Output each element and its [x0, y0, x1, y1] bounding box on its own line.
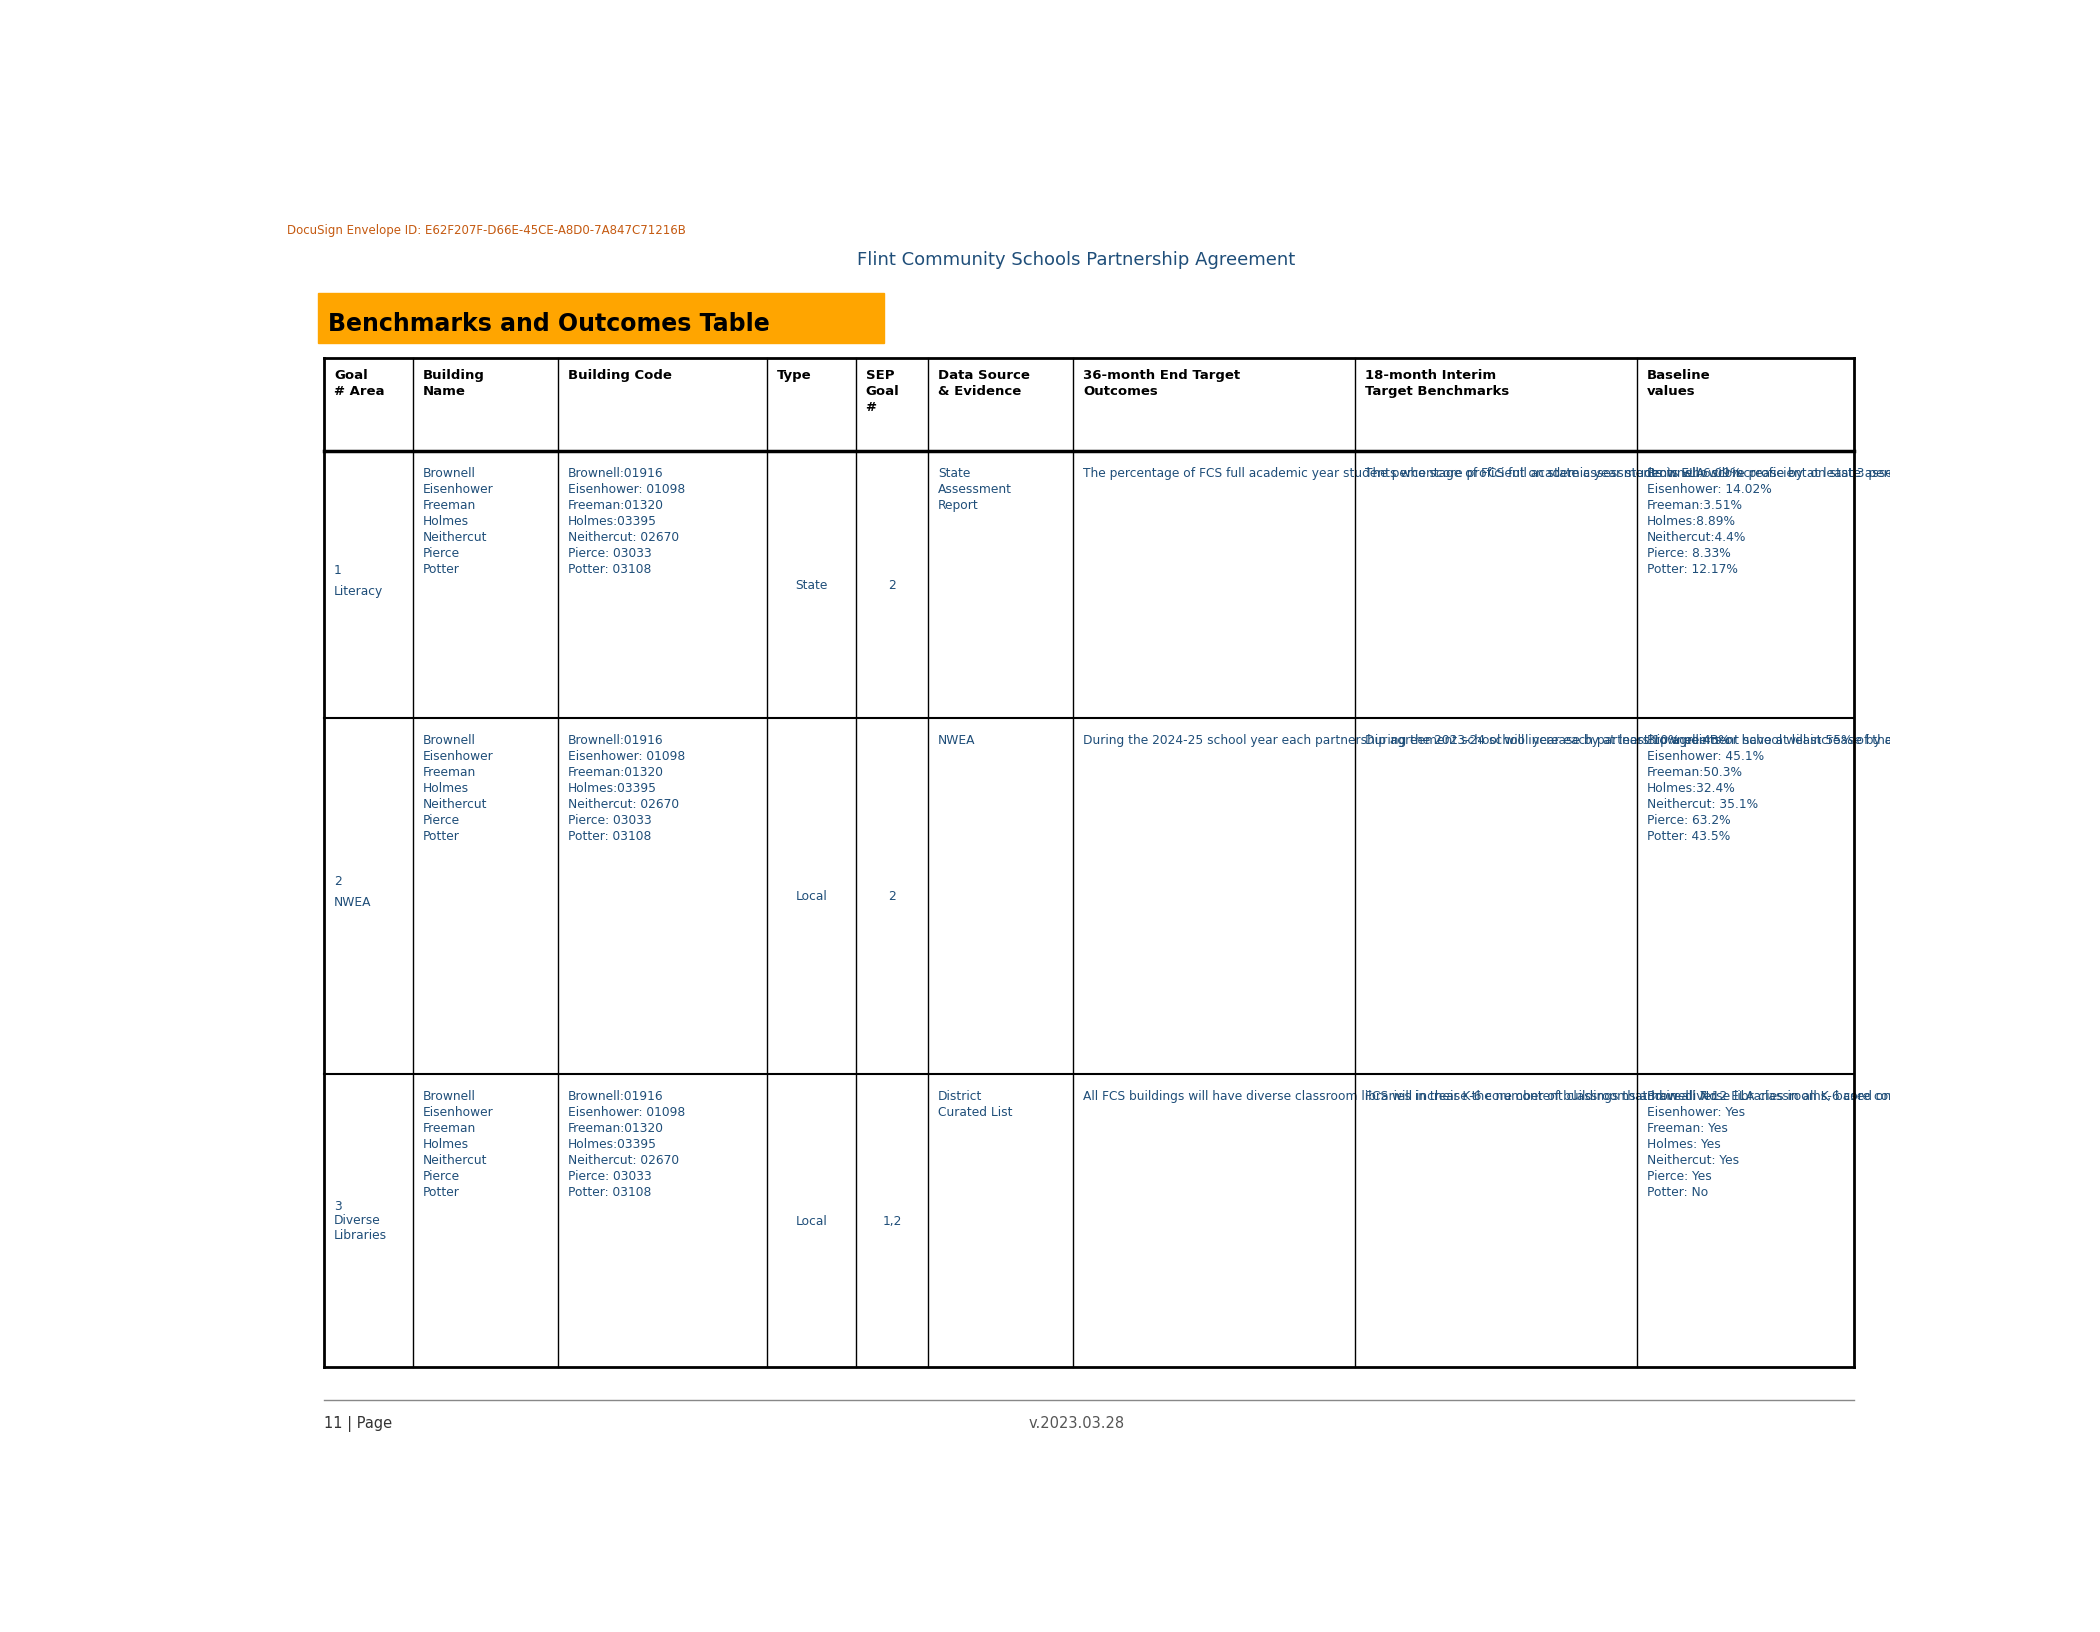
Text: Local: Local: [796, 1214, 827, 1227]
Text: DocuSign Envelope ID: E62F207F-D66E-45CE-A8D0-7A847C71216B: DocuSign Envelope ID: E62F207F-D66E-45CE…: [288, 224, 687, 237]
Text: 2: 2: [888, 889, 897, 902]
Text: Brownell
Eisenhower
Freeman
Holmes
Neithercut
Pierce
Potter: Brownell Eisenhower Freeman Holmes Neith…: [422, 1089, 494, 1198]
Text: Type: Type: [777, 369, 811, 382]
Text: Baseline
values: Baseline values: [1646, 369, 1709, 398]
Text: SEP
Goal
#: SEP Goal #: [865, 369, 899, 415]
Text: Data Source
& Evidence: Data Source & Evidence: [939, 369, 1029, 398]
Text: 1: 1: [334, 563, 342, 576]
Text: All FCS buildings will have diverse classroom libraries in their K-6 core conten: All FCS buildings will have diverse clas…: [1084, 1089, 2100, 1102]
Text: Brownell:43%
Eisenhower: 45.1%
Freeman:50.3%
Holmes:32.4%
Neithercut: 35.1%
Pier: Brownell:43% Eisenhower: 45.1% Freeman:5…: [1646, 733, 1764, 842]
Text: Brownell:01916
Eisenhower: 01098
Freeman:01320
Holmes:03395
Neithercut: 02670
Pi: Brownell:01916 Eisenhower: 01098 Freeman…: [567, 733, 685, 842]
Text: Diverse
Libraries: Diverse Libraries: [334, 1213, 386, 1240]
Text: During the 2023-24 school year each partnership agreement school will increase b: During the 2023-24 school year each part…: [1365, 733, 2100, 746]
Text: 11 | Page: 11 | Page: [323, 1415, 393, 1431]
Text: Brownell:6.09%
Eisenhower: 14.02%
Freeman:3.51%
Holmes:8.89%
Neithercut:4.4%
Pie: Brownell:6.09% Eisenhower: 14.02% Freema…: [1646, 467, 1770, 576]
Text: 36-month End Target
Outcomes: 36-month End Target Outcomes: [1084, 369, 1241, 398]
Text: 3: 3: [334, 1200, 342, 1213]
Text: The percentage of FCS full academic year students who score proficient on state : The percentage of FCS full academic year…: [1084, 467, 2100, 480]
Text: Literacy: Literacy: [334, 584, 384, 597]
Text: The percentage of FCS full academic year students who score proficient on state : The percentage of FCS full academic year…: [1365, 467, 2100, 480]
Text: Brownell:01916
Eisenhower: 01098
Freeman:01320
Holmes:03395
Neithercut: 02670
Pi: Brownell:01916 Eisenhower: 01098 Freeman…: [567, 1089, 685, 1198]
Text: 1,2: 1,2: [882, 1214, 901, 1227]
Text: Building
Name: Building Name: [422, 369, 485, 398]
Text: 2: 2: [888, 578, 897, 591]
FancyBboxPatch shape: [317, 294, 884, 344]
Text: Local: Local: [796, 889, 827, 902]
Text: NWEA: NWEA: [939, 733, 977, 746]
Text: Building Code: Building Code: [567, 369, 672, 382]
Text: v.2023.03.28: v.2023.03.28: [1029, 1415, 1124, 1430]
Text: 18-month Interim
Target Benchmarks: 18-month Interim Target Benchmarks: [1365, 369, 1510, 398]
Text: 2: 2: [334, 875, 342, 888]
Text: Browell: No
Eisenhower: Yes
Freeman: Yes
Holmes: Yes
Neithercut: Yes
Pierce: Yes: Browell: No Eisenhower: Yes Freeman: Yes…: [1646, 1089, 1745, 1198]
Text: Brownell:01916
Eisenhower: 01098
Freeman:01320
Holmes:03395
Neithercut: 02670
Pi: Brownell:01916 Eisenhower: 01098 Freeman…: [567, 467, 685, 576]
Text: District
Curated List: District Curated List: [939, 1089, 1012, 1118]
Text: State
Assessment
Report: State Assessment Report: [939, 467, 1012, 511]
Text: FCS will increase the number of buildings that have diverse libraries in all K-6: FCS will increase the number of building…: [1365, 1089, 2100, 1102]
Text: Brownell
Eisenhower
Freeman
Holmes
Neithercut
Pierce
Potter: Brownell Eisenhower Freeman Holmes Neith…: [422, 733, 494, 842]
Text: Benchmarks and Outcomes Table: Benchmarks and Outcomes Table: [328, 312, 769, 336]
Text: State: State: [796, 578, 827, 591]
Text: Flint Community Schools Partnership Agreement: Flint Community Schools Partnership Agre…: [857, 251, 1296, 269]
Text: During the 2024-25 school year each partnership agreement school will increase b: During the 2024-25 school year each part…: [1084, 733, 2100, 746]
Text: Brownell
Eisenhower
Freeman
Holmes
Neithercut
Pierce
Potter: Brownell Eisenhower Freeman Holmes Neith…: [422, 467, 494, 576]
Text: Goal
# Area: Goal # Area: [334, 369, 384, 398]
Text: NWEA: NWEA: [334, 896, 372, 909]
